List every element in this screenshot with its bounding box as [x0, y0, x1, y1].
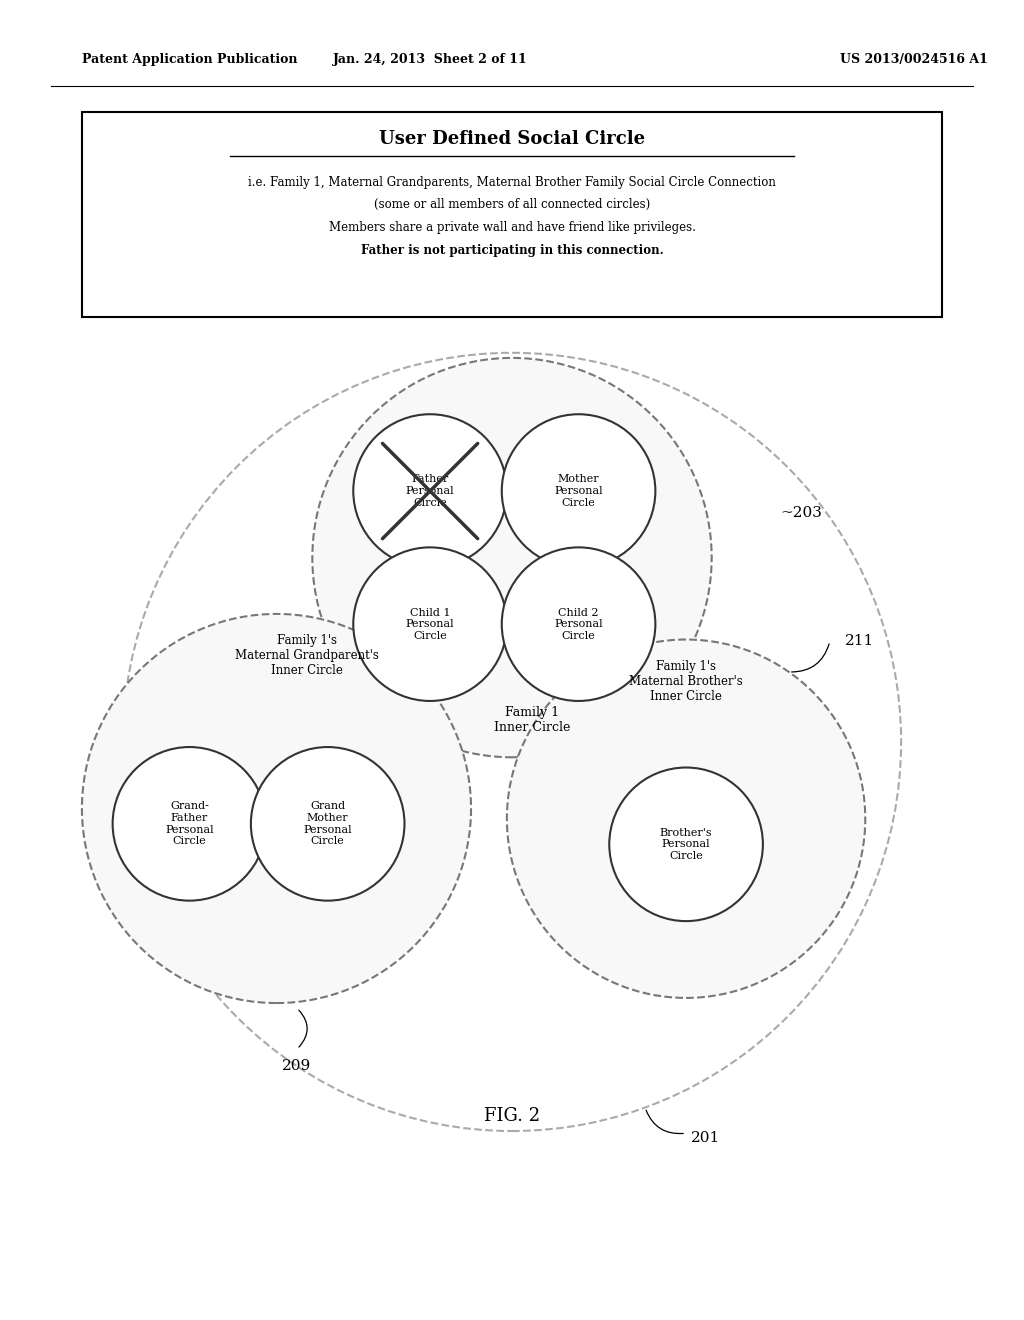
Text: Family 1's
Maternal Grandparent's
Inner Circle: Family 1's Maternal Grandparent's Inner …: [236, 635, 379, 677]
Text: Child 1
Personal
Circle: Child 1 Personal Circle: [406, 607, 455, 640]
Text: 209: 209: [283, 1060, 311, 1073]
Circle shape: [353, 414, 507, 568]
Text: Family 1's
Maternal Brother's
Inner Circle: Family 1's Maternal Brother's Inner Circ…: [629, 660, 743, 704]
Text: Jan. 24, 2013  Sheet 2 of 11: Jan. 24, 2013 Sheet 2 of 11: [333, 53, 527, 66]
Text: 201: 201: [691, 1131, 721, 1146]
Circle shape: [353, 548, 507, 701]
Text: Grand
Mother
Personal
Circle: Grand Mother Personal Circle: [303, 801, 352, 846]
Text: US 2013/0024516 A1: US 2013/0024516 A1: [840, 53, 987, 66]
Circle shape: [502, 414, 655, 568]
Text: ~203: ~203: [780, 506, 822, 520]
Circle shape: [82, 614, 471, 1003]
Circle shape: [609, 767, 763, 921]
Circle shape: [507, 639, 865, 998]
Circle shape: [312, 358, 712, 758]
Text: Brother's
Personal
Circle: Brother's Personal Circle: [659, 828, 713, 861]
Text: (some or all members of all connected circles): (some or all members of all connected ci…: [374, 198, 650, 211]
Text: Mother
Personal
Circle: Mother Personal Circle: [554, 474, 603, 508]
Text: Patent Application Publication: Patent Application Publication: [82, 53, 297, 66]
Circle shape: [123, 352, 901, 1131]
Text: User Defined Social Circle: User Defined Social Circle: [379, 129, 645, 148]
Text: Father
Personal
Circle: Father Personal Circle: [406, 474, 455, 508]
Circle shape: [251, 747, 404, 900]
Text: Family 1
Inner Circle: Family 1 Inner Circle: [495, 706, 570, 734]
Text: Child 2
Personal
Circle: Child 2 Personal Circle: [554, 607, 603, 640]
Text: FIG. 2: FIG. 2: [484, 1106, 540, 1125]
Text: Father is not participating in this connection.: Father is not participating in this conn…: [360, 244, 664, 257]
Text: 211: 211: [845, 634, 874, 648]
Text: i.e. Family 1, Maternal Grandparents, Maternal Brother Family Social Circle Conn: i.e. Family 1, Maternal Grandparents, Ma…: [248, 176, 776, 189]
Circle shape: [113, 747, 266, 900]
Text: Grand-
Father
Personal
Circle: Grand- Father Personal Circle: [165, 801, 214, 846]
Circle shape: [502, 548, 655, 701]
Text: Members share a private wall and have friend like privileges.: Members share a private wall and have fr…: [329, 220, 695, 234]
